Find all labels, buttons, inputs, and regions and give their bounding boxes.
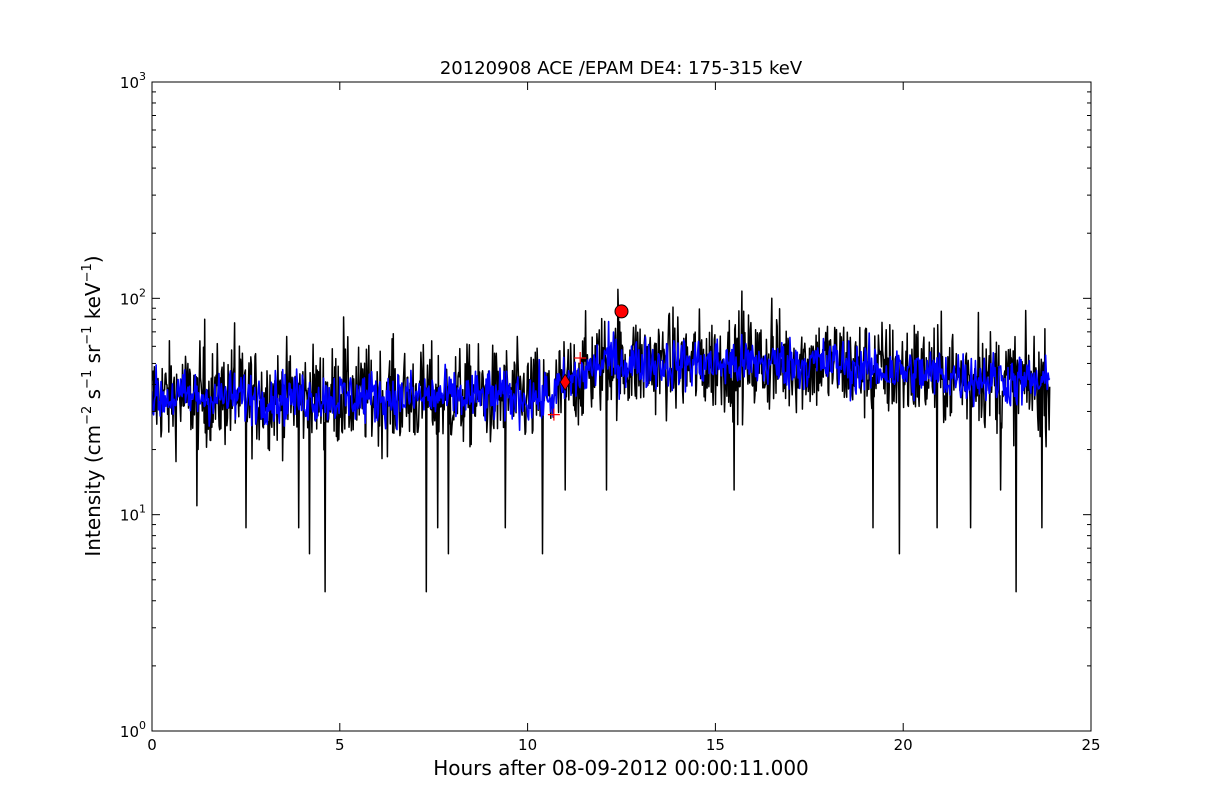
marker-diamond (559, 373, 571, 391)
y-axis-label-text: Intensity (cm−2 s−1 sr−1 keV−1) (80, 255, 105, 556)
series-smoothed-line (152, 320, 1051, 431)
x-tick-label: 25 (1081, 736, 1100, 754)
x-axis-label: Hours after 08-09-2012 00:00:11.000 (433, 756, 809, 780)
marker-plus (547, 408, 560, 421)
x-tick-label: 5 (335, 736, 345, 754)
x-tick-label: 10 (518, 736, 537, 754)
marker-plus (574, 351, 587, 364)
axis-ticks: 0 5 10 15 20 25 100 101 102 103 (120, 70, 1101, 754)
x-tick-label: 15 (706, 736, 725, 754)
x-tick-label: 20 (894, 736, 913, 754)
plot-series-layer (152, 288, 1051, 593)
y-tick-label: 101 (120, 503, 146, 525)
y-tick-label: 103 (120, 70, 146, 92)
chart-title: 20120908 ACE /EPAM DE4: 175-315 keV (440, 58, 803, 79)
plot-marker-layer (547, 304, 629, 421)
y-tick-label: 102 (120, 286, 146, 308)
y-axis-label: Intensity (cm−2 s−1 sr−1 keV−1) (80, 255, 105, 556)
marker-circle (614, 304, 629, 319)
plot-frame (151, 81, 1092, 732)
x-tick-label: 0 (147, 736, 157, 754)
y-tick-label: 100 (120, 719, 146, 741)
